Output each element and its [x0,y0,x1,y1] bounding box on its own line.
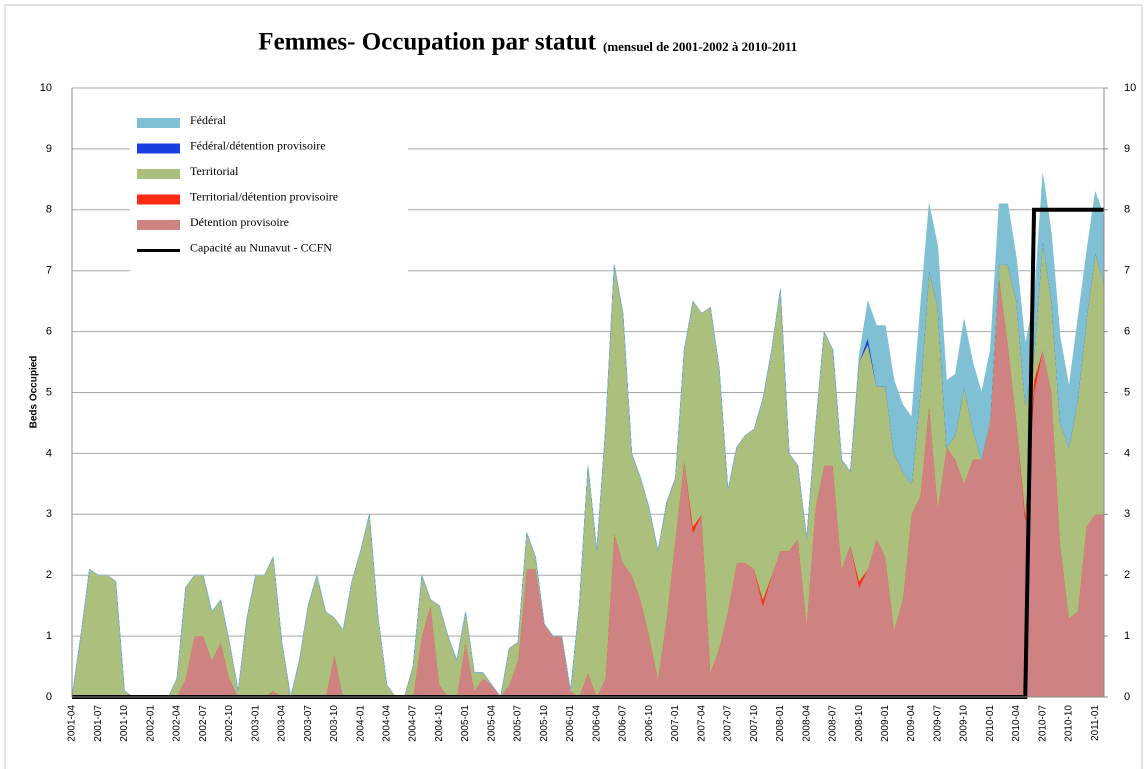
x-tick-label: 2010-01 [985,705,996,742]
legend-swatch [137,169,180,179]
legend-label: Détention provisoire [190,215,289,229]
x-tick-label: 2009-01 [880,705,891,742]
x-tick-label: 2006-07 [618,705,629,742]
y2-tick-label: 1 [1124,630,1130,642]
y2-tick-label: 4 [1124,447,1130,459]
x-tick-label: 2001-07 [93,705,104,742]
x-tick-label: 2010-07 [1037,705,1048,742]
x-tick-label: 2002-01 [145,705,156,742]
y-tick-label: 3 [46,508,52,520]
legend-swatch [137,194,180,205]
x-tick-label: 2001-10 [119,705,130,742]
y2-tick-label: 5 [1124,386,1130,398]
x-tick-label: 2003-10 [329,705,340,742]
y-tick-label: 0 [46,691,52,703]
y2-tick-label: 3 [1124,508,1130,520]
x-tick-label: 2008-01 [775,705,786,742]
y2-tick-label: 0 [1124,691,1130,703]
x-tick-label: 2009-10 [959,705,970,742]
y-tick-label: 1 [46,630,52,642]
legend-label: Fédéral [190,113,227,127]
x-tick-label: 2007-07 [723,705,734,742]
y-tick-label: 9 [46,143,52,155]
x-tick-label: 2004-10 [434,705,445,742]
y2-tick-label: 10 [1124,82,1136,94]
x-tick-label: 2009-04 [906,705,917,742]
x-tick-label: 2004-04 [381,705,392,742]
y2-tick-label: 7 [1124,265,1130,277]
x-tick-label: 2003-07 [303,705,314,742]
x-tick-label: 2003-04 [277,705,288,742]
x-tick-label: 2005-04 [486,705,497,742]
x-tick-label: 2002-07 [198,705,209,742]
legend-label: Territorial/détention provisoire [190,189,338,203]
x-tick-label: 2008-10 [854,705,865,742]
x-tick-label: 2007-04 [696,705,707,742]
x-tick-label: 2001-04 [67,705,78,742]
y-tick-label: 6 [46,326,52,338]
x-tick-label: 2008-04 [801,705,812,742]
legend-swatch [137,143,180,154]
legend-swatch [137,220,180,230]
x-tick-label: 2005-01 [460,705,471,742]
x-tick-label: 2006-01 [565,705,576,742]
legend-label: Fédéral/détention provisoire [190,138,326,152]
y2-tick-label: 9 [1124,143,1130,155]
y-tick-label: 4 [46,447,52,459]
y-axis-label: Beds Occupied [29,356,40,429]
x-tick-label: 2002-04 [172,705,183,742]
x-tick-label: 2002-10 [224,705,235,742]
x-tick-label: 2010-04 [1011,705,1022,742]
legend: Fédéral Fédéral/détention provisoire Terri… [130,108,408,278]
chart-subtitle: (mensuel de 2001-2002 à 2010-2011 [603,39,797,54]
y2-tick-label: 8 [1124,204,1130,216]
y2-tick-label: 2 [1124,569,1130,581]
x-tick-label: 2011-01 [1090,705,1101,741]
chart-title: Femmes- Occupation par statut [258,29,596,56]
x-tick-label: 2004-07 [408,705,419,742]
legend-swatch [137,118,180,128]
x-tick-label: 2007-10 [749,705,760,742]
axes: 0 1 2 3 4 5 6 7 8 9 10 0 1 2 3 4 5 6 7 8 9 10 2001-04 2001-07 20… [40,82,1137,742]
y2-tick-label: 6 [1124,326,1130,338]
x-tick-label: 2009-07 [932,705,943,742]
legend-label: Capacité au Nunavut - CCFN [190,240,332,254]
x-tick-label: 2003-01 [250,705,261,742]
legend-label: Territorial [190,164,239,178]
x-tick-label: 2006-10 [644,705,655,742]
x-tick-label: 2010-10 [1064,705,1075,742]
x-tick-label: 2004-01 [355,705,366,742]
y-tick-label: 5 [46,386,52,398]
x-tick-label: 2008-07 [828,705,839,742]
y-tick-label: 2 [46,569,52,581]
y-tick-label: 8 [46,204,52,216]
x-tick-label: 2007-01 [670,705,681,742]
x-tick-label: 2006-04 [591,705,602,742]
y-tick-label: 7 [46,265,52,277]
x-tick-label: 2005-07 [513,705,524,742]
x-tick-label: 2005-10 [539,705,550,742]
y-tick-label: 10 [40,82,52,94]
